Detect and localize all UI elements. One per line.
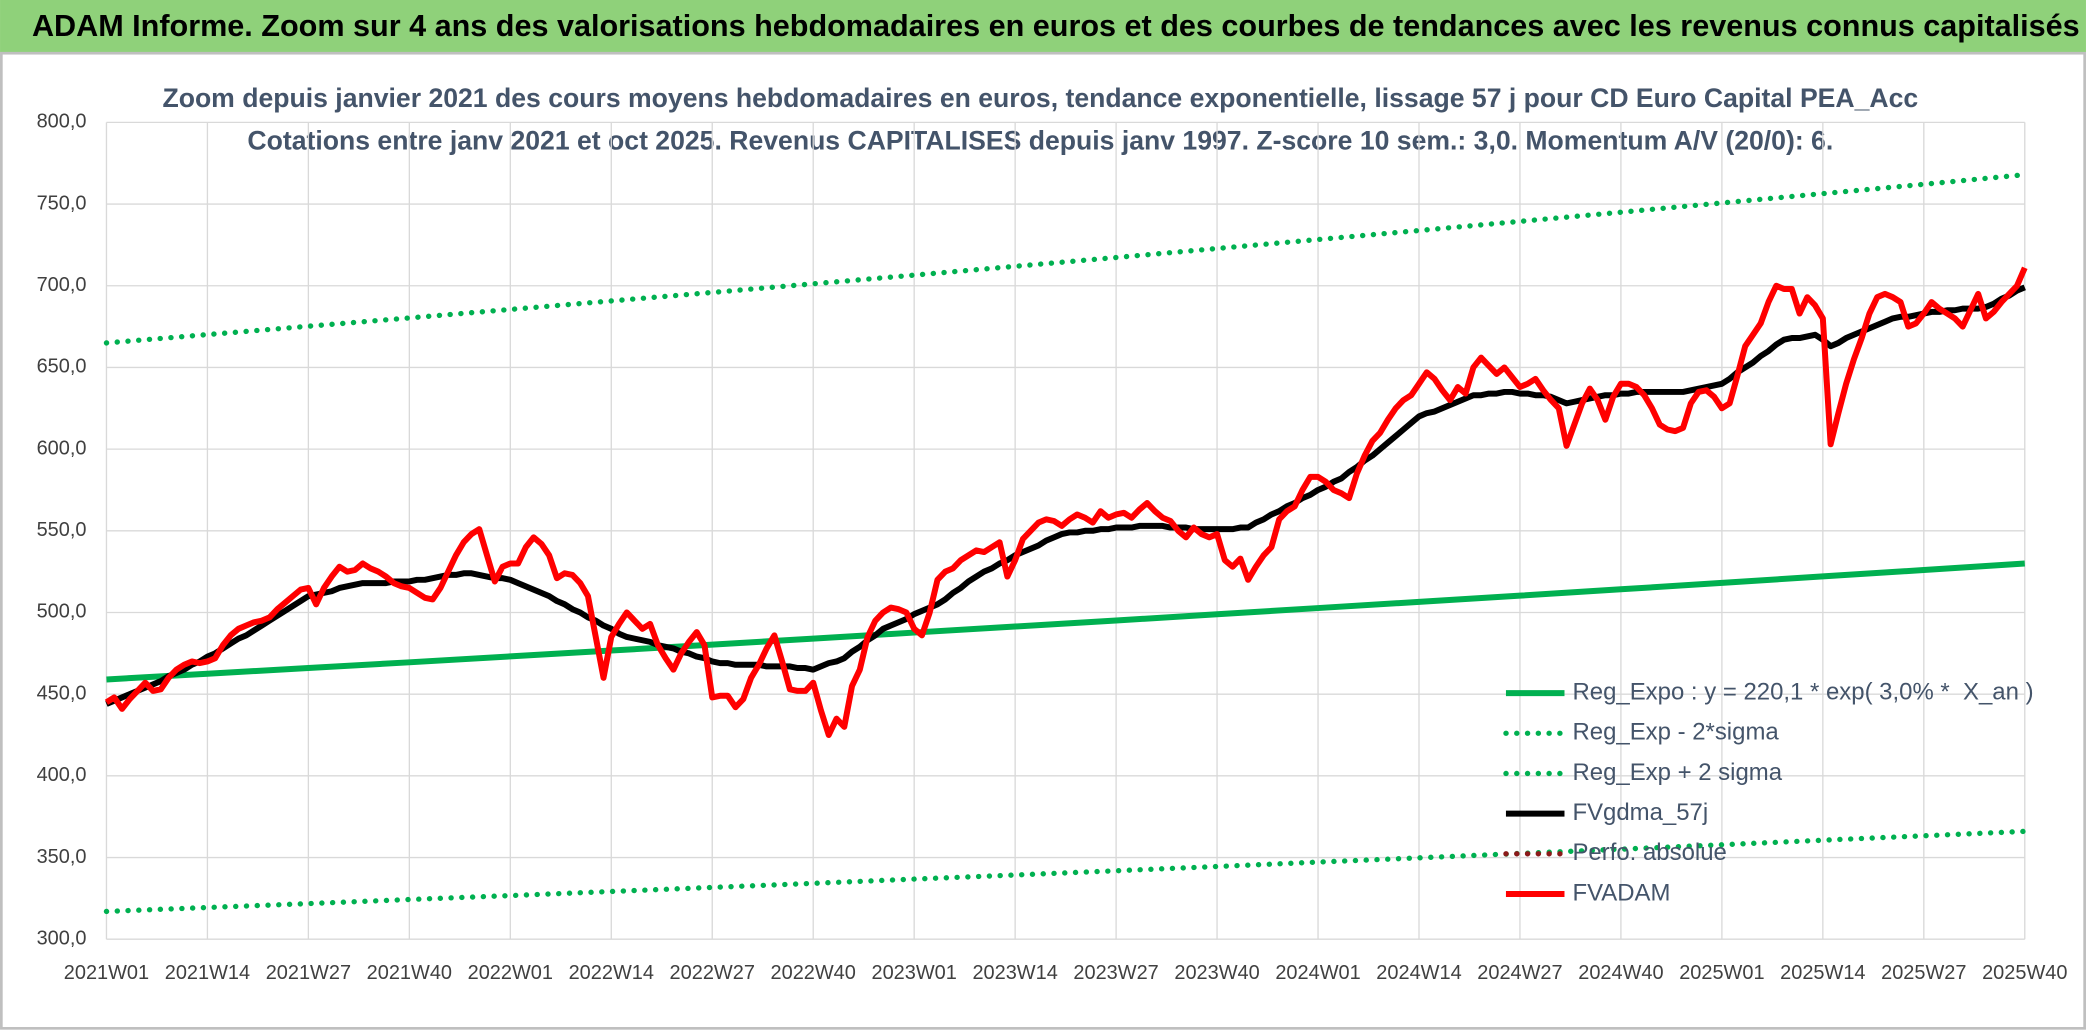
x-tick-label: 2024W14 <box>1376 962 1461 984</box>
y-tick-label: 550,0 <box>37 519 87 541</box>
y-tick-label: 300,0 <box>37 927 87 949</box>
x-tick-label: 2023W27 <box>1073 962 1158 984</box>
legend: Reg_Expo : y = 220,1 * exp( 3,0% * X_an … <box>1503 678 2034 906</box>
y-tick-label: 450,0 <box>37 682 87 704</box>
chart-subtitle: Cotations entre janv 2021 et oct 2025. R… <box>247 125 1833 155</box>
x-tick-label: 2023W14 <box>972 962 1057 984</box>
x-tick-label: 2024W27 <box>1477 962 1562 984</box>
x-tick-label: 2022W27 <box>670 962 755 984</box>
chart-subtitle: Zoom depuis janvier 2021 des cours moyen… <box>162 83 1918 113</box>
chart-frame <box>0 51 2086 1030</box>
x-tick-label: 2023W40 <box>1174 962 1259 984</box>
legend-label: FVgdma_57j <box>1572 799 1708 826</box>
y-tick-label: 800,0 <box>37 111 87 133</box>
header-band <box>0 0 2086 54</box>
x-tick-label: 2021W27 <box>266 962 351 984</box>
legend-label: FVADAM <box>1572 879 1670 906</box>
grid: 300,0 350,0 400,0 450,0 500,0 550,0 600,0 650,0… <box>37 111 2068 984</box>
legend-label: Reg_Expo : y = 220,1 * exp( 3,0% * X_an … <box>1572 678 2033 705</box>
y-tick-label: 600,0 <box>37 437 87 459</box>
series-line <box>106 560 2025 683</box>
series-line <box>103 172 2028 346</box>
y-tick-label: 700,0 <box>37 274 87 296</box>
y-tick-label: 400,0 <box>37 764 87 786</box>
x-tick-label: 2021W14 <box>165 962 250 984</box>
x-tick-label: 2025W01 <box>1679 962 1764 984</box>
x-tick-label: 2025W14 <box>1780 962 1865 984</box>
x-tick-label: 2024W01 <box>1275 962 1360 984</box>
series-line <box>104 266 2028 738</box>
legend-label: Reg_Exp + 2 sigma <box>1572 759 1782 786</box>
y-tick-label: 650,0 <box>37 356 87 378</box>
x-tick-label: 2025W40 <box>1982 962 2067 984</box>
x-tick-label: 2021W40 <box>367 962 452 984</box>
y-tick-label: 500,0 <box>37 601 87 623</box>
chart-title: ADAM Informe. Zoom sur 4 ans des valoris… <box>32 9 2080 43</box>
legend-label: Reg_Exp - 2*sigma <box>1572 719 1779 746</box>
x-tick-label: 2024W40 <box>1578 962 1663 984</box>
legend-label: Perfo. absolue <box>1572 839 1726 866</box>
x-tick-label: 2025W27 <box>1881 962 1966 984</box>
y-tick-label: 750,0 <box>37 192 87 214</box>
x-tick-label: 2021W01 <box>64 962 149 984</box>
x-tick-label: 2022W40 <box>771 962 856 984</box>
x-tick-label: 2022W01 <box>468 962 553 984</box>
x-tick-label: 2022W14 <box>569 962 654 984</box>
y-tick-label: 350,0 <box>37 846 87 868</box>
series-line <box>105 284 2026 707</box>
plot <box>103 172 2028 915</box>
x-tick-label: 2023W01 <box>871 962 956 984</box>
series-line <box>103 828 2028 915</box>
